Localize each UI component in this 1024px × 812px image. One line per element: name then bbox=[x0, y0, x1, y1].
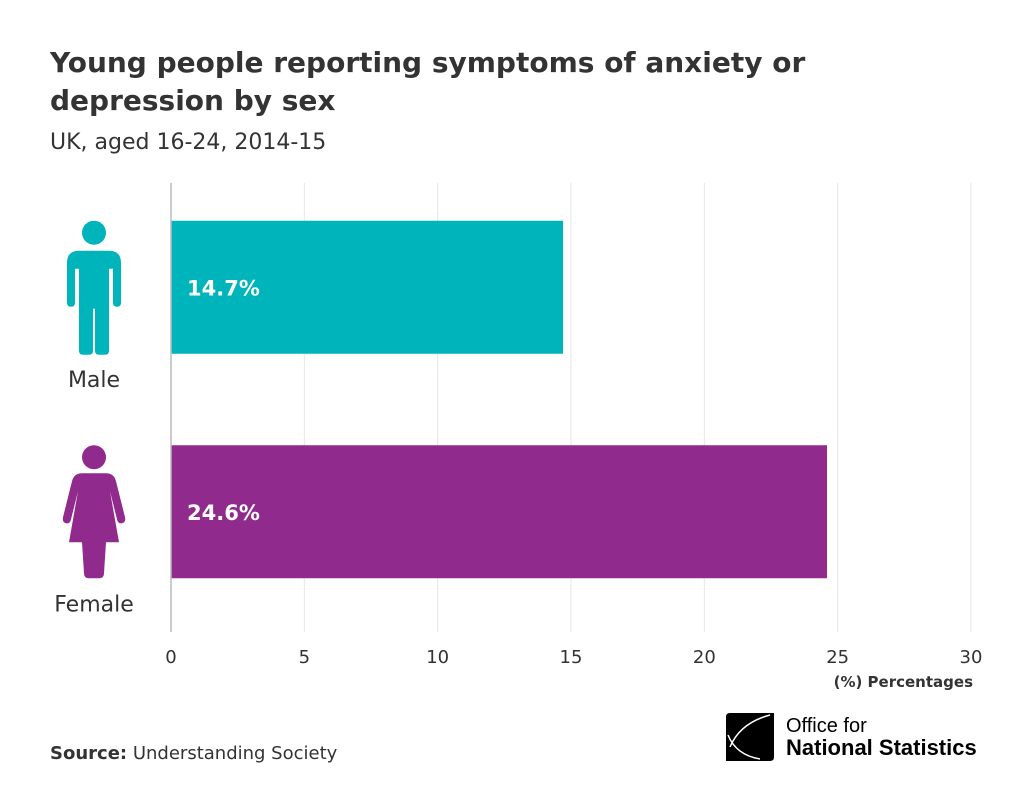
ons-logo-icon bbox=[726, 713, 774, 761]
x-tick-label: 15 bbox=[560, 647, 583, 668]
ons-logo: Office for National Statistics bbox=[726, 713, 977, 761]
logo-line1: Office for bbox=[786, 715, 867, 737]
bar-male bbox=[171, 220, 563, 354]
data-label: 24.6% bbox=[187, 501, 260, 525]
female-figure-icon bbox=[62, 445, 126, 579]
x-axis-label: (%) Percentages bbox=[834, 673, 973, 691]
male-figure-icon bbox=[67, 220, 121, 355]
bar-chart: 0 5 10 15 20 25 30 (%) Percentages 14.7% Male 24.6… bbox=[54, 183, 983, 691]
x-tick-label: 30 bbox=[960, 647, 983, 668]
chart-subtitle: UK, aged 16-24, 2014-15 bbox=[50, 130, 327, 155]
category-label: Male bbox=[68, 368, 120, 393]
data-label: 14.7% bbox=[187, 276, 260, 300]
source-value: Understanding Society bbox=[132, 743, 338, 764]
bar-female bbox=[171, 445, 827, 579]
x-tick-label: 5 bbox=[299, 647, 310, 668]
source-label: Source: bbox=[50, 743, 128, 764]
x-tick-label: 0 bbox=[165, 647, 176, 668]
source-note: Source: Understanding Society bbox=[50, 743, 337, 764]
x-tick-label: 10 bbox=[426, 647, 449, 668]
x-tick-label: 20 bbox=[693, 647, 716, 668]
chart-title: Young people reporting symptoms of anxie… bbox=[50, 46, 806, 117]
logo-line2: National Statistics bbox=[786, 735, 977, 760]
x-tick-label: 25 bbox=[826, 647, 849, 668]
category-label: Female bbox=[54, 592, 134, 617]
